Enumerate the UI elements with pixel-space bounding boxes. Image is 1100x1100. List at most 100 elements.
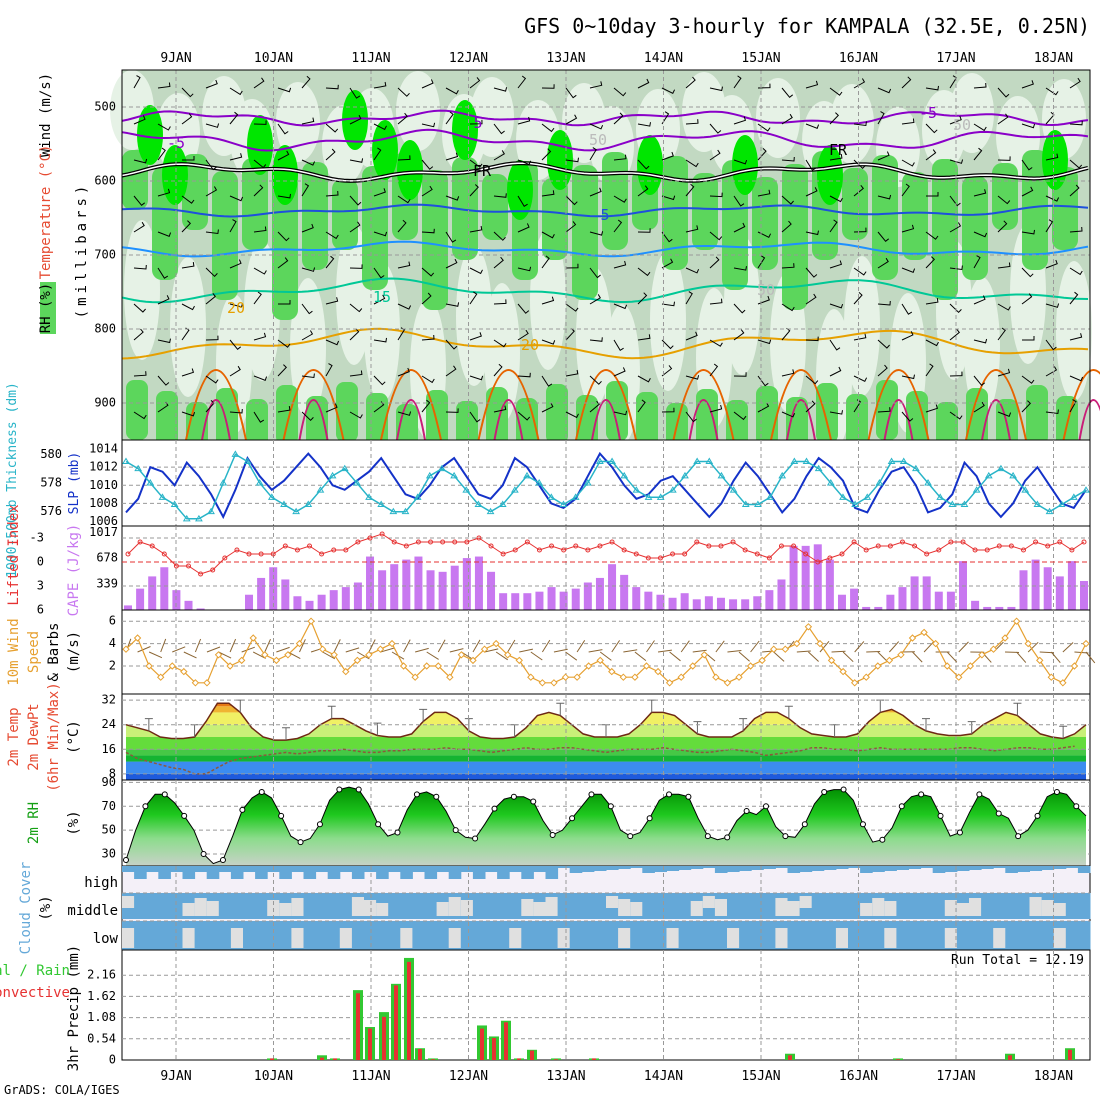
rh-moist-patch: [572, 165, 598, 300]
rh2m-label: 2m RH: [26, 802, 42, 844]
cloud-high-block: [134, 866, 147, 879]
rh-dry-patch: [844, 256, 880, 396]
wind-barb: [949, 265, 963, 271]
thickness-marker: [766, 493, 774, 500]
wind10-marker: [249, 634, 257, 642]
precip-conv-bar: [368, 1028, 372, 1060]
rh-moist-patch: [992, 163, 1018, 230]
wind-barb: [205, 186, 218, 197]
wind-barb: [709, 231, 723, 241]
thickness-marker: [413, 493, 422, 500]
wind-barb: [949, 371, 963, 377]
thickness-marker: [1009, 471, 1017, 479]
temp-minmax-bar: [739, 718, 748, 731]
wind-barb: [469, 267, 483, 275]
thickness-tick-label: 580: [40, 447, 62, 461]
wind-barb: [926, 192, 939, 197]
cape-bar: [850, 588, 859, 610]
wind-barb: [517, 116, 531, 125]
wind-barb: [1069, 159, 1083, 169]
wind-barb: [325, 123, 339, 133]
rh-marker: [1034, 812, 1041, 819]
cape-bar: [595, 577, 604, 610]
wind-barb: [949, 222, 962, 233]
wind-barb: [253, 159, 267, 169]
cape-bar: [837, 594, 846, 610]
temp-minmax-bar: [693, 721, 702, 734]
wind-barb: [277, 231, 290, 242]
li-marker: [742, 547, 748, 553]
cloud-high-block: [884, 866, 897, 871]
wind-barb: [613, 303, 628, 310]
cloud-gap: [787, 901, 801, 916]
wind10-marker: [978, 651, 986, 659]
wind-barb: [997, 156, 1011, 161]
precip-conv-bar: [554, 1059, 558, 1060]
rh-dry-patch: [950, 73, 994, 153]
rh-moist-patch: [962, 176, 988, 280]
cloud-high-block: [993, 866, 1006, 868]
rh-moist-patch: [692, 173, 718, 250]
rh-marker: [239, 806, 246, 813]
rh-moist-patch: [782, 164, 808, 310]
cloud-low-block: [545, 921, 559, 950]
wind-barb: [901, 303, 913, 315]
li-marker: [1057, 539, 1063, 545]
wind-barb: [277, 364, 288, 377]
isotherm-line: [121, 203, 1089, 218]
cloud-high-block: [606, 866, 619, 870]
thickness-marker: [146, 479, 155, 486]
wind-barb: [637, 399, 646, 413]
cloud-low-block: [315, 921, 329, 950]
wind-barb: [997, 113, 1009, 125]
bottom-date-label: 14JAN: [644, 1069, 683, 1084]
cape-bar: [160, 567, 169, 610]
thickness-marker: [158, 493, 167, 500]
wind-barb: [661, 301, 675, 307]
wind-barb: [301, 330, 314, 341]
thickness-marker: [948, 500, 957, 507]
wind-barb: [805, 267, 818, 278]
isotherm-arch: [575, 369, 637, 441]
wind-barb: [925, 339, 939, 347]
cloud-high-block: [521, 866, 534, 879]
precip-conv-bar: [592, 1058, 596, 1060]
thickness-marker: [608, 457, 616, 464]
wind-barb: [517, 411, 531, 421]
wind-barb: [757, 189, 771, 197]
wind-barb: [373, 294, 386, 305]
li-tick-label: -3: [30, 531, 44, 545]
cloud-high-block: [448, 866, 462, 879]
cloud-low-block: [303, 921, 317, 950]
wind-barb: [901, 374, 915, 380]
cape-axis: -3 0 3 6 1017 678 339: [30, 525, 118, 617]
cape-bar: [462, 558, 471, 610]
cape-bar: [1080, 580, 1088, 610]
cloud-gap: [860, 903, 873, 916]
cloud-high-block: [848, 866, 861, 868]
cloud-low-block: [134, 921, 147, 950]
cloud-high-block: [932, 866, 946, 873]
wind-barb: [133, 195, 146, 207]
wind10-barb: [484, 648, 499, 653]
cloud-low-block: [218, 921, 232, 950]
rh-marker: [433, 793, 440, 800]
wind-barb: [133, 328, 144, 341]
rh-dry-patch: [1056, 261, 1092, 401]
cape-bar: [886, 594, 895, 610]
wind-barb: [1021, 123, 1036, 129]
cloud-high-block: [436, 866, 450, 872]
isotherm-arch: [380, 369, 442, 441]
thickness-marker: [243, 457, 252, 464]
thickness-marker: [705, 457, 714, 464]
rh-dry-patch: [364, 262, 400, 402]
cloud-gap: [630, 902, 643, 916]
wind10-marker: [816, 639, 824, 648]
wind-barb: [469, 225, 483, 233]
li-marker: [428, 539, 434, 545]
isotherm-arch-inner: [493, 399, 524, 441]
wind-barb: [733, 195, 745, 207]
cloud-low-block: [823, 921, 837, 950]
wind-barb: [877, 231, 890, 243]
wind-barb: [517, 372, 531, 378]
